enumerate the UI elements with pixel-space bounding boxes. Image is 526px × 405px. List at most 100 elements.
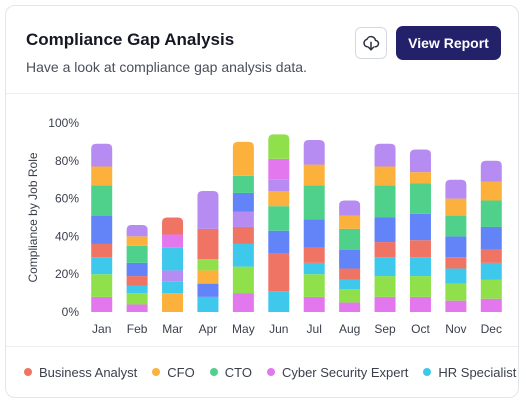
bar-segment bbox=[480, 249, 502, 263]
x-tick-label: Oct bbox=[411, 322, 430, 336]
bar-segment bbox=[268, 291, 290, 312]
bar-segment bbox=[91, 243, 113, 258]
bar-segment bbox=[409, 296, 431, 312]
bar-segment bbox=[162, 247, 184, 271]
bar-segment bbox=[339, 268, 361, 280]
bar-segment bbox=[232, 211, 254, 227]
y-tick-label: 100% bbox=[48, 116, 79, 130]
legend-label: Cyber Security Expert bbox=[281, 364, 409, 380]
bar-segment bbox=[268, 134, 290, 159]
legend-item-cyber-security-expert[interactable]: Cyber Security Expert bbox=[266, 364, 409, 380]
bar-segment bbox=[409, 149, 431, 173]
bar-segment bbox=[91, 166, 113, 186]
bar-segment bbox=[374, 276, 396, 297]
x-tick-label: Dec bbox=[481, 322, 502, 336]
card-title: Compliance Gap Analysis bbox=[26, 30, 235, 49]
x-tick-label: Jun bbox=[269, 322, 288, 336]
bar-segment bbox=[303, 262, 325, 275]
bar-segment bbox=[232, 175, 254, 193]
bar-segment bbox=[126, 285, 148, 294]
x-tick-label: Sep bbox=[374, 322, 396, 336]
bar-segment bbox=[480, 181, 502, 201]
bar-segment bbox=[268, 253, 290, 292]
legend-dot-business-analyst bbox=[24, 368, 32, 376]
bar-segment bbox=[339, 289, 361, 303]
legend-item-hr-specialist[interactable]: HR Specialist bbox=[423, 365, 516, 380]
bar-segment bbox=[409, 276, 431, 297]
stacked-bar-chart: Compliance by Job Role 0% 20% 40% 60% 80% 100%… bbox=[26, 116, 502, 336]
bar-segment bbox=[303, 219, 325, 248]
chart-legend: Business Analyst CFO CTO Cyber Security … bbox=[24, 364, 526, 380]
bar-segment bbox=[445, 236, 467, 258]
y-tick-label: 20% bbox=[55, 267, 79, 281]
y-axis-label: Compliance by Job Role bbox=[26, 152, 40, 282]
bar-segment bbox=[197, 283, 219, 297]
bar-segment bbox=[232, 243, 254, 267]
bar-segment bbox=[126, 304, 148, 312]
bar-segment bbox=[445, 215, 467, 237]
bar-segment bbox=[339, 200, 361, 216]
legend-dot-cto bbox=[209, 368, 218, 376]
bar-segment bbox=[480, 160, 502, 182]
bar-segment bbox=[232, 266, 254, 294]
bar-segment bbox=[268, 191, 290, 207]
bar-segment bbox=[91, 274, 113, 297]
bar-segment bbox=[197, 270, 219, 284]
bar-segment bbox=[268, 179, 290, 192]
bar-segment bbox=[409, 172, 431, 184]
bar-segment bbox=[303, 185, 325, 220]
bar-segment bbox=[126, 276, 148, 286]
bar-segment bbox=[268, 206, 290, 231]
bar-segment bbox=[126, 262, 148, 277]
legend-dot-hr-specialist bbox=[423, 368, 432, 376]
bar-segment bbox=[409, 240, 431, 258]
legend-label: CTO bbox=[224, 364, 252, 380]
bar-segment bbox=[126, 236, 148, 246]
bar-segment bbox=[268, 230, 290, 254]
legend-item-cfo[interactable]: CFO bbox=[152, 365, 195, 380]
bar-segment bbox=[480, 279, 502, 299]
y-tick-label: 80% bbox=[55, 154, 79, 168]
bar-segment bbox=[480, 200, 502, 227]
bar-segment bbox=[374, 257, 396, 277]
bar-segment bbox=[91, 215, 113, 244]
bar-segment bbox=[126, 293, 148, 305]
bar-segment bbox=[197, 191, 219, 229]
compliance-gap-card: Compliance Gap Analysis Have a look at c… bbox=[5, 5, 519, 398]
bar-segment bbox=[126, 245, 148, 263]
bar-segment bbox=[374, 185, 396, 218]
bar-segment bbox=[445, 179, 467, 199]
bar-segment bbox=[445, 268, 467, 284]
bar-segment bbox=[445, 257, 467, 269]
legend-item-business-analyst[interactable]: Business Analyst bbox=[24, 365, 137, 380]
x-tick-label: Jul bbox=[307, 322, 322, 336]
bar-segment bbox=[303, 164, 325, 186]
bar-segment bbox=[197, 259, 219, 271]
bar-segment bbox=[303, 247, 325, 263]
bar-segment bbox=[91, 257, 113, 275]
x-tick-label: Apr bbox=[199, 322, 218, 336]
y-tick-label: 60% bbox=[55, 192, 79, 206]
bar-segment bbox=[445, 283, 467, 301]
bar-segment bbox=[409, 183, 431, 214]
bar-segment bbox=[445, 198, 467, 216]
x-tick-label: Mar bbox=[162, 322, 183, 336]
bar-segment bbox=[232, 226, 254, 244]
bar-segment bbox=[162, 293, 184, 312]
x-tick-label: Nov bbox=[445, 322, 466, 336]
bar-segment bbox=[480, 226, 502, 250]
legend-dot-cyber-security-expert bbox=[266, 368, 275, 376]
bar-segment bbox=[339, 302, 361, 312]
header-divider bbox=[6, 93, 518, 94]
download-button[interactable] bbox=[355, 27, 387, 59]
bar-segment bbox=[232, 293, 254, 312]
bar-segment bbox=[374, 217, 396, 243]
bar-segment bbox=[409, 213, 431, 241]
legend-item-cto[interactable]: CTO bbox=[209, 364, 252, 380]
bar-segment bbox=[232, 141, 254, 176]
bar-segment bbox=[162, 281, 184, 294]
bar-segment bbox=[409, 257, 431, 277]
view-report-button[interactable]: View Report bbox=[396, 26, 501, 60]
bar-segment bbox=[303, 274, 325, 297]
bar-segment bbox=[480, 298, 502, 312]
